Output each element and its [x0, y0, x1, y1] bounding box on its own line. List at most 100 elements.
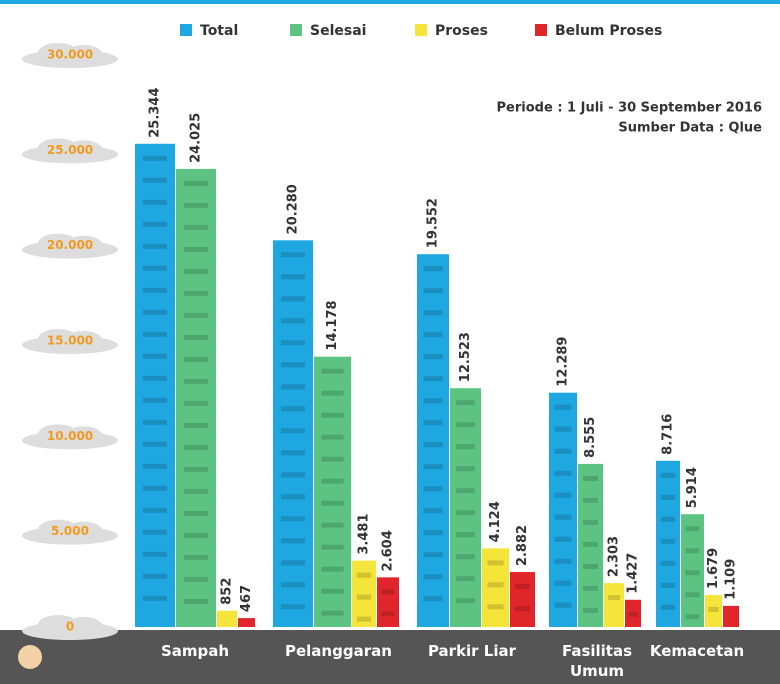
- x-tick-label: Pelanggaran: [285, 642, 392, 660]
- bar-window: [143, 375, 167, 381]
- bar: [625, 599, 641, 627]
- bar-window: [143, 331, 167, 337]
- bar-window: [281, 362, 305, 368]
- bar: [510, 572, 535, 627]
- bar: [578, 463, 603, 627]
- cloud: [66, 426, 102, 445]
- y-tick-label: 30.000: [47, 48, 93, 62]
- tick-cloud: [22, 615, 118, 640]
- annotation: Periode : 1 Juli - 30 September 2016: [497, 101, 762, 116]
- value-label: 8.716: [661, 414, 676, 455]
- bar: [217, 610, 237, 627]
- bar-window: [281, 318, 305, 324]
- value-label: 12.289: [556, 337, 571, 387]
- bar-window: [143, 551, 167, 557]
- bar-window: [321, 390, 344, 396]
- bar-window: [321, 500, 344, 506]
- bar-window: [554, 602, 572, 608]
- annotation: Sumber Data : Qlue: [618, 121, 762, 136]
- tick-cloud: [22, 43, 118, 68]
- bar-window: [281, 340, 305, 346]
- bar-window: [628, 611, 638, 617]
- bar: [450, 388, 481, 627]
- bar: [549, 392, 577, 627]
- value-label: 5.914: [685, 467, 700, 508]
- bar-window: [487, 604, 504, 610]
- bar-window: [381, 589, 395, 595]
- value-label: 1.679: [706, 548, 721, 589]
- bar-window: [554, 558, 572, 564]
- cloud: [66, 45, 102, 63]
- bar-window: [660, 494, 676, 500]
- bar-window: [281, 450, 305, 456]
- bar-window: [487, 582, 504, 588]
- bar-window: [184, 268, 208, 274]
- avatar-icon: [18, 645, 42, 669]
- bar-window: [456, 444, 475, 450]
- bar: [314, 356, 351, 627]
- legend-label: Belum Proses: [555, 23, 662, 39]
- bar-window: [281, 296, 305, 302]
- bar-window: [281, 252, 305, 258]
- bar-window: [660, 516, 676, 522]
- bar-window: [143, 243, 167, 249]
- bar: [352, 560, 376, 627]
- bar-window: [184, 576, 208, 582]
- y-tick-label: 25.000: [47, 143, 93, 157]
- bar-window: [281, 384, 305, 390]
- bar-window: [143, 155, 167, 161]
- bar-window: [660, 538, 676, 544]
- bar-window: [456, 532, 475, 538]
- legend-label: Selesai: [310, 23, 366, 39]
- bar-window: [660, 604, 676, 610]
- bar-window: [554, 448, 572, 454]
- bar-window: [143, 507, 167, 513]
- tick-cloud: [22, 233, 118, 259]
- legend-swatch: [290, 24, 302, 36]
- value-label: 20.280: [286, 184, 301, 234]
- bar-window: [456, 466, 475, 472]
- bar-window: [554, 580, 572, 586]
- tick-cloud: [22, 138, 118, 164]
- bar-window: [583, 585, 598, 591]
- bar-window: [143, 485, 167, 491]
- bar-window: [281, 494, 305, 500]
- bar-window: [184, 246, 208, 252]
- x-tick-label: Parkir Liar: [427, 642, 517, 660]
- bar-window: [423, 266, 443, 272]
- bar-window: [423, 442, 443, 448]
- bar: [273, 240, 313, 627]
- bar-window: [184, 488, 208, 494]
- value-label: 19.552: [426, 198, 441, 248]
- value-label: 852: [220, 578, 235, 605]
- bar-window: [281, 604, 305, 610]
- bar-window: [423, 398, 443, 404]
- bar-window: [321, 610, 344, 616]
- bar: [604, 583, 624, 627]
- bar-window: [281, 538, 305, 544]
- legend-swatch: [180, 24, 192, 36]
- bar-window: [143, 529, 167, 535]
- bar: [681, 514, 704, 627]
- bar-window: [423, 530, 443, 536]
- bar-window: [583, 497, 598, 503]
- bar-window: [423, 552, 443, 558]
- cloud: [66, 617, 102, 635]
- bar-window: [281, 582, 305, 588]
- value-label: 2.604: [381, 530, 396, 571]
- bar-window: [321, 522, 344, 528]
- bar-window: [456, 400, 475, 406]
- bar-window: [184, 598, 208, 604]
- bar: [656, 460, 680, 627]
- bar: [705, 594, 722, 627]
- bar-window: [554, 404, 572, 410]
- y-tick-label: 10.000: [47, 429, 93, 443]
- bar-window: [184, 202, 208, 208]
- bar-window: [143, 419, 167, 425]
- bar-window: [515, 584, 530, 590]
- bar-window: [321, 566, 344, 572]
- bar-window: [143, 199, 167, 205]
- value-label: 24.025: [189, 113, 204, 163]
- y-tick-label: 0: [66, 620, 74, 634]
